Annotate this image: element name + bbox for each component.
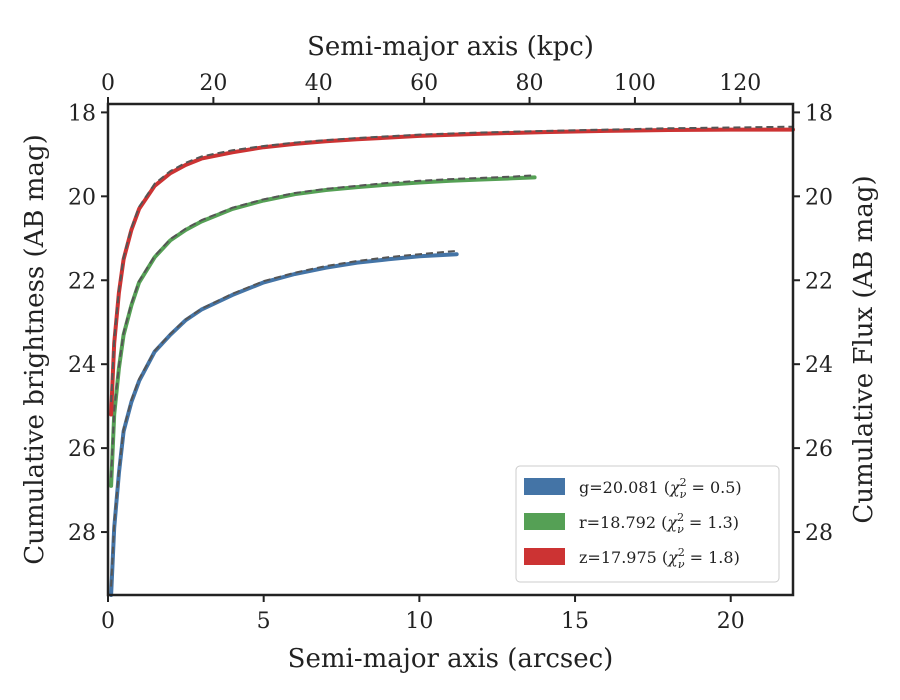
legend-swatch-r (524, 513, 565, 530)
y-tick-label: 22 (68, 269, 96, 294)
x2-tick-label: 80 (516, 71, 544, 96)
y2-tick-label: 24 (805, 353, 833, 378)
series-line-1 (109, 175, 537, 488)
y-tick-label: 24 (68, 353, 96, 378)
legend: g=20.081 (χ2 ν = 0.5) r=18.792 (χ2 ν = 1.3… (515, 465, 780, 583)
legend-swatch-z (524, 548, 565, 565)
x2-axis-title: Semi-major axis (kpc) (307, 32, 594, 62)
y2-tick-label: 18 (805, 101, 833, 126)
x-axis-title: Semi-major axis (arcsec) (288, 644, 614, 674)
x2-tick-label: 120 (719, 71, 761, 96)
y2-axis-title: Cumulative Flux (AB mag) (849, 175, 879, 523)
x2-tick-label: 20 (199, 71, 227, 96)
x-tick-label: 20 (717, 609, 745, 634)
model-fit-line-0 (110, 249, 457, 587)
x-tick-label: 5 (257, 609, 271, 634)
legend-label-r: r=18.792 (χ2 ν = 1.3) (579, 511, 739, 536)
x-tick-label: 15 (561, 609, 589, 634)
x2-tick-label: 100 (614, 71, 656, 96)
x2-tick-label: 40 (305, 71, 333, 96)
y-tick-label: 26 (68, 437, 96, 462)
legend-label-z: z=17.975 (χ2 ν = 1.8) (579, 546, 740, 571)
series-line-0 (109, 252, 459, 597)
y2-tick-label: 22 (805, 269, 833, 294)
y-tick-label: 28 (68, 521, 96, 546)
model-fit-line-2 (110, 125, 794, 403)
y2-tick-label: 26 (805, 437, 833, 462)
model-fit-line-1 (110, 174, 535, 478)
legend-box (515, 465, 780, 583)
y-axis-title: Cumulative brightness (AB mag) (20, 134, 50, 565)
legend-label-g: g=20.081 (χ2 ν = 0.5) (579, 476, 742, 501)
x2-tick-label: 0 (101, 71, 115, 96)
y2-tick-label: 28 (805, 521, 833, 546)
y-tick-label: 18 (68, 101, 96, 126)
series-line-2 (109, 127, 795, 417)
x2-tick-label: 60 (410, 71, 438, 96)
ticks-layer: 0 5 10 15 20 0 20 40 60 80 100 120 18 18 20 20 22 22 24 24 2… (68, 71, 833, 634)
legend-swatch-g (524, 478, 565, 495)
curves-layer (109, 125, 795, 597)
y-tick-label: 20 (68, 185, 96, 210)
plot-frame (106, 102, 795, 597)
x-tick-label: 0 (101, 609, 115, 634)
x-tick-label: 10 (405, 609, 433, 634)
y2-tick-label: 20 (805, 185, 833, 210)
